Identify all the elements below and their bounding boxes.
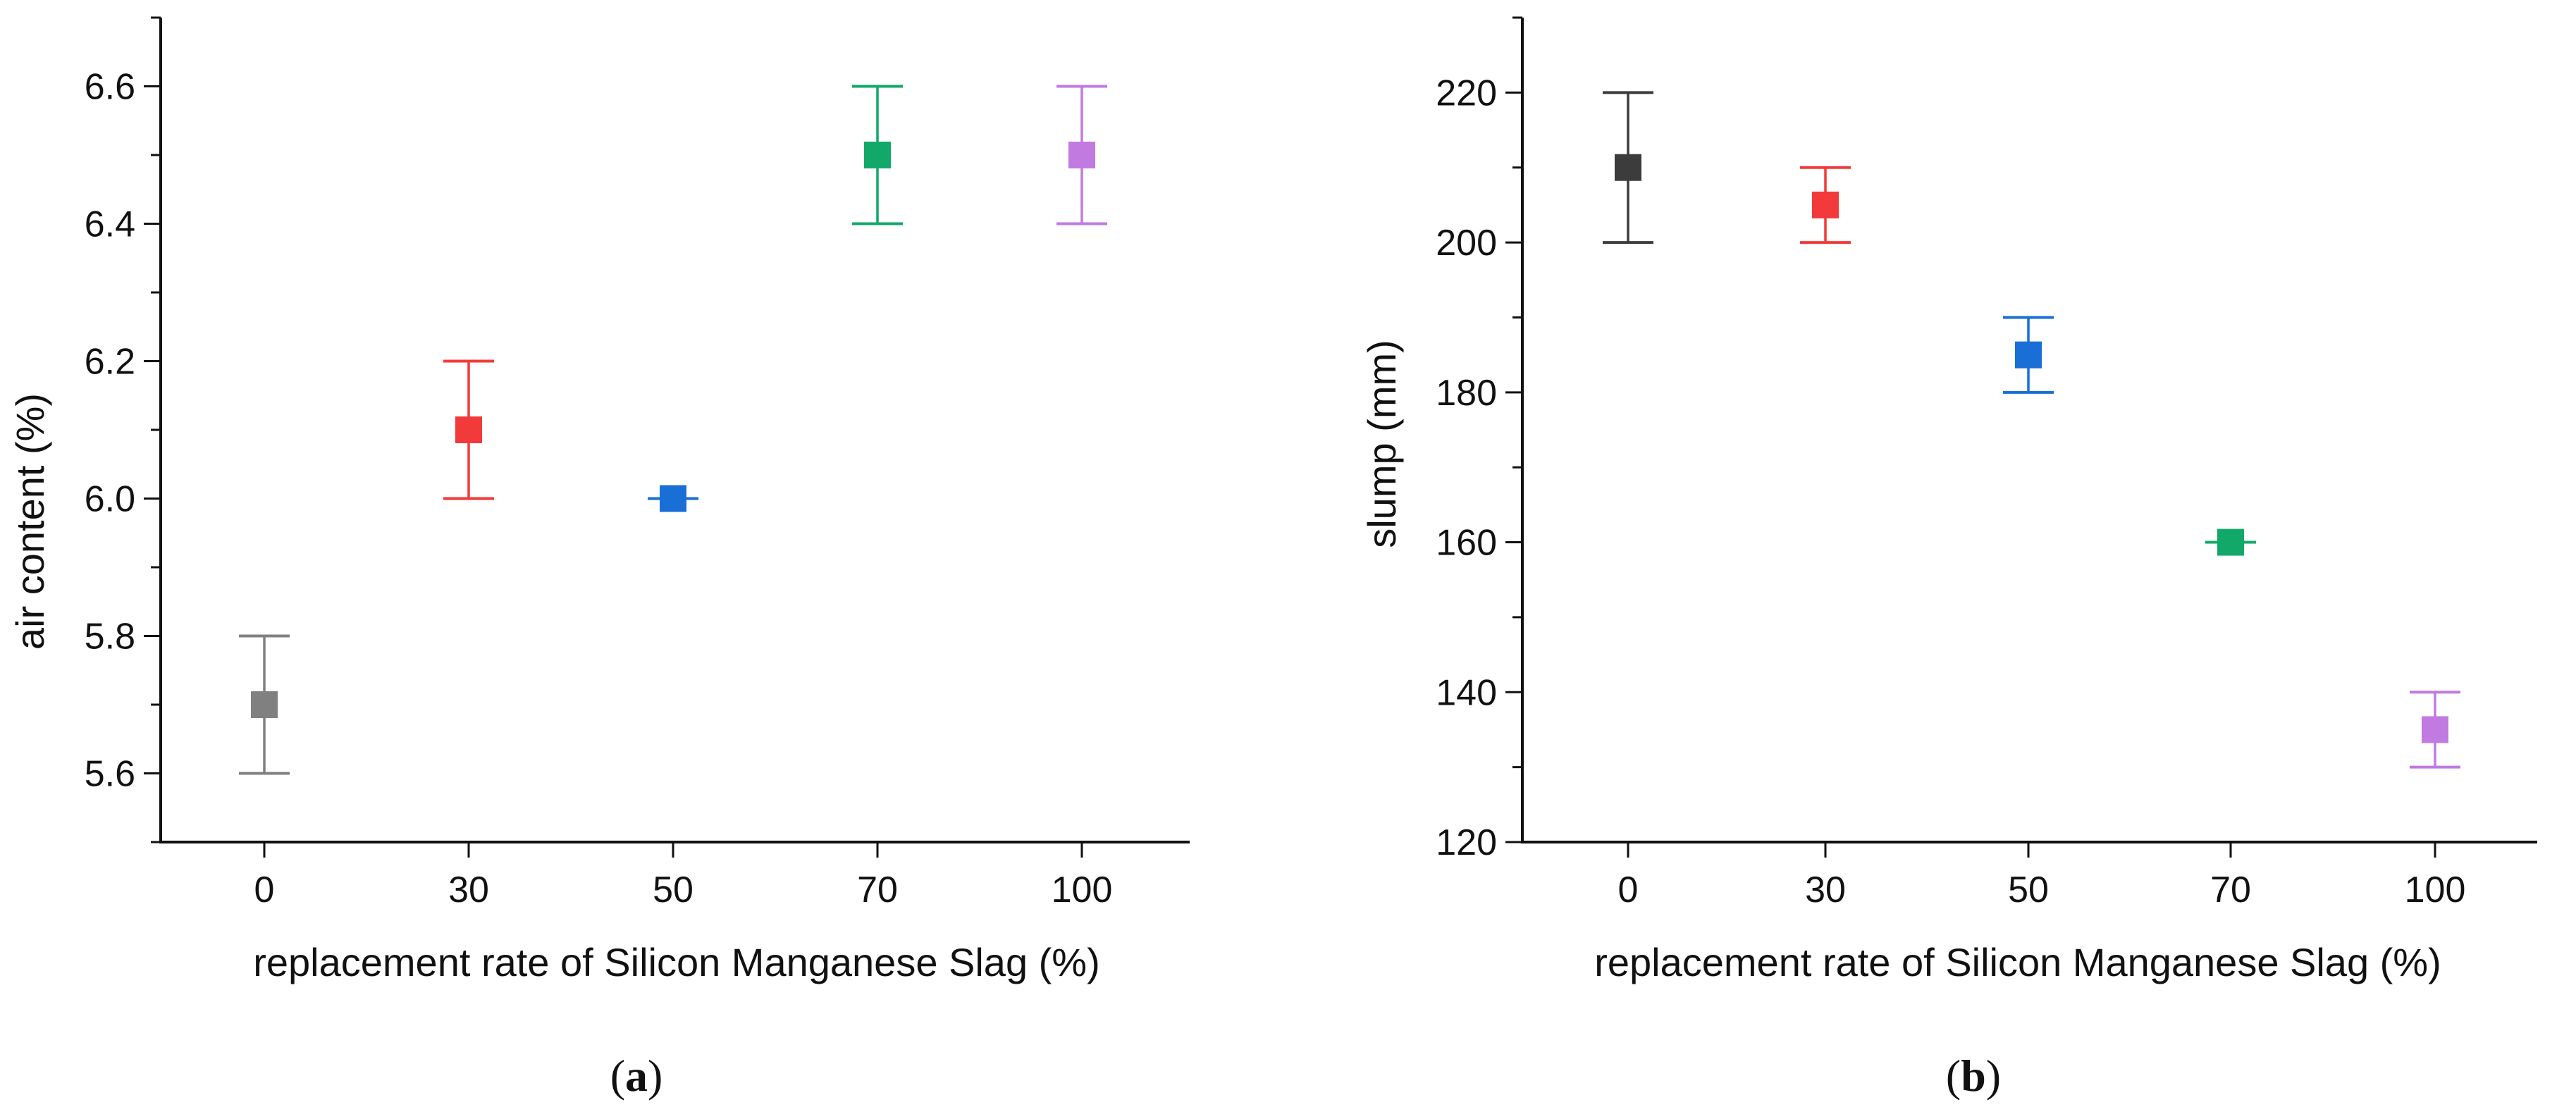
data-point-marker bbox=[864, 142, 891, 168]
panel-a-marks bbox=[239, 85, 1107, 775]
y-tick-label: 5.8 bbox=[85, 617, 135, 657]
x-tick-label: 30 bbox=[448, 870, 489, 910]
x-tick-label: 100 bbox=[1052, 870, 1113, 910]
data-point-marker bbox=[2217, 528, 2244, 556]
panel-b-caption: (b) bbox=[1946, 1051, 2001, 1101]
panel-b-xticks: 0 30 50 70 100 bbox=[1618, 842, 2466, 910]
panel-b-caption-letter: b bbox=[1961, 1051, 1986, 1101]
y-tick-label: 6.4 bbox=[85, 204, 135, 245]
y-tick-label: 220 bbox=[1436, 73, 1497, 113]
y-tick-label: 140 bbox=[1436, 672, 1497, 713]
y-tick-label: 6.6 bbox=[85, 67, 135, 108]
data-point-marker bbox=[455, 416, 482, 443]
x-tick-label: 50 bbox=[2008, 870, 2049, 910]
panel-b-caption-close: ) bbox=[1986, 1051, 2001, 1101]
x-tick-label: 30 bbox=[1805, 870, 1846, 910]
panel-b-marks bbox=[1603, 91, 2460, 769]
data-point-marker bbox=[1615, 154, 1641, 181]
data-point-marker bbox=[2015, 341, 2042, 369]
panel-b-x-axis-title: replacement rate of Silicon Manganese Sl… bbox=[1594, 940, 2441, 984]
data-point-marker bbox=[2422, 716, 2448, 743]
panel-a-x-axis-title: replacement rate of Silicon Manganese Sl… bbox=[253, 940, 1100, 984]
y-tick-label: 180 bbox=[1436, 373, 1497, 414]
y-tick-label: 200 bbox=[1436, 223, 1497, 264]
panel-b-y-axis-title: slump (mm) bbox=[1360, 340, 1404, 548]
data-point-marker bbox=[660, 485, 686, 512]
y-tick-label: 120 bbox=[1436, 822, 1497, 863]
y-tick-label: 6.0 bbox=[85, 479, 135, 520]
x-tick-label: 100 bbox=[2405, 870, 2466, 910]
panel-b-caption-open: ( bbox=[1946, 1051, 1961, 1101]
panel-a: 5.6 5.8 6.0 6.2 6.4 6.6 0 30 50 70 100 air conten… bbox=[8, 16, 1190, 1101]
data-point-marker bbox=[1812, 191, 1839, 218]
y-tick-label: 6.2 bbox=[85, 342, 135, 383]
panel-a-caption-open: ( bbox=[610, 1051, 625, 1101]
y-tick-label: 5.6 bbox=[85, 754, 135, 795]
panel-a-caption: (a) bbox=[610, 1051, 663, 1101]
x-tick-label: 0 bbox=[1618, 870, 1639, 910]
panel-a-caption-letter: a bbox=[625, 1051, 648, 1101]
panel-b-yticks: 120 140 160 180 200 220 bbox=[1436, 16, 1522, 863]
x-tick-label: 0 bbox=[254, 870, 275, 910]
data-point-marker bbox=[1068, 142, 1095, 168]
x-tick-label: 70 bbox=[857, 870, 898, 910]
data-point-marker bbox=[251, 691, 278, 718]
panel-a-yticks: 5.6 5.8 6.0 6.2 6.4 6.6 bbox=[85, 16, 161, 843]
panel-a-xticks: 0 30 50 70 100 bbox=[254, 842, 1113, 910]
panel-a-y-axis-title: air content (%) bbox=[8, 393, 52, 650]
panel-a-caption-close: ) bbox=[648, 1051, 663, 1101]
y-tick-label: 160 bbox=[1436, 523, 1497, 564]
x-tick-label: 70 bbox=[2210, 870, 2251, 910]
x-tick-label: 50 bbox=[653, 870, 694, 910]
panel-b: 120 140 160 180 200 220 0 30 50 70 100 slump (mm)… bbox=[1360, 16, 2537, 1101]
